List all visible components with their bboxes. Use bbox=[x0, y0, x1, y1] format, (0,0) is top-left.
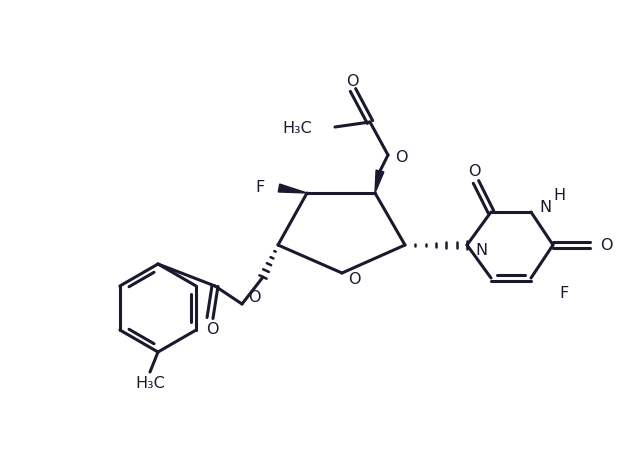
Text: O: O bbox=[600, 237, 612, 252]
Text: O: O bbox=[348, 273, 360, 288]
Text: O: O bbox=[468, 164, 480, 179]
Text: O: O bbox=[205, 321, 218, 337]
Text: F: F bbox=[256, 180, 265, 196]
Text: F: F bbox=[559, 285, 568, 300]
Text: N: N bbox=[475, 243, 487, 258]
Polygon shape bbox=[375, 170, 384, 193]
Text: O: O bbox=[346, 73, 358, 88]
Text: H₃C: H₃C bbox=[135, 376, 165, 392]
Polygon shape bbox=[278, 184, 307, 193]
Text: O: O bbox=[248, 290, 260, 305]
Text: H₃C: H₃C bbox=[282, 120, 312, 135]
Text: N: N bbox=[539, 199, 551, 214]
Text: H: H bbox=[553, 188, 565, 204]
Text: O: O bbox=[395, 150, 407, 165]
